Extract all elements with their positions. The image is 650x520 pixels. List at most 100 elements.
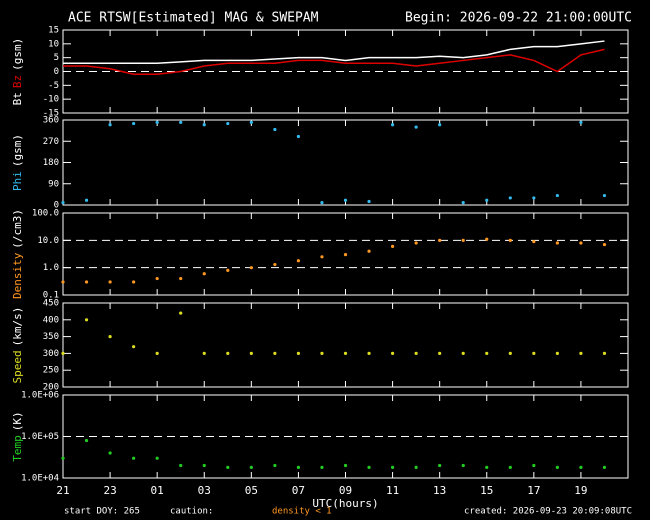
y-tick-label: 200 — [43, 383, 59, 393]
data-point — [343, 351, 348, 355]
data-point — [555, 465, 559, 470]
data-point — [438, 351, 442, 355]
data-point — [390, 244, 395, 248]
x-tick-label: 23 — [103, 484, 116, 497]
y-tick-label: 1.0E+05 — [21, 432, 59, 442]
data-point — [155, 120, 159, 124]
data-point — [579, 465, 583, 470]
data-point — [202, 123, 206, 127]
data-point — [555, 193, 559, 198]
legend-entry: Phi — [11, 171, 24, 191]
data-point — [390, 465, 395, 470]
data-point — [179, 311, 183, 315]
x-tick-label: 05 — [245, 484, 258, 497]
data-point — [555, 351, 559, 355]
data-point — [438, 463, 442, 468]
y-tick-label: 350 — [43, 332, 59, 342]
y-tick-label: 0 — [54, 201, 59, 211]
created-time: created: 2026-09-23 20:09:08UTC — [464, 507, 632, 517]
data-point — [296, 259, 301, 263]
data-point — [296, 351, 301, 355]
data-point — [155, 351, 159, 355]
data-point — [414, 241, 418, 245]
series-line — [63, 40, 605, 64]
legend-entry: Density — [11, 252, 24, 299]
data-point — [485, 351, 489, 355]
data-point — [508, 351, 512, 355]
y-tick-label: 0 — [54, 67, 59, 77]
y-tick-label: 0.1 — [43, 291, 59, 301]
data-point — [132, 345, 136, 349]
y-axis-label: Temp (K) — [11, 411, 24, 461]
y-tick-label: 300 — [43, 349, 59, 359]
y-tick-label: 250 — [43, 366, 59, 376]
y-tick-label: 10 — [48, 39, 59, 49]
x-tick-label: 17 — [527, 484, 540, 497]
data-point — [132, 121, 136, 126]
data-point — [84, 198, 89, 202]
data-point — [249, 465, 253, 470]
caution: caution: — [170, 507, 213, 517]
data-point — [532, 196, 536, 200]
data-point — [84, 280, 89, 284]
data-point — [108, 451, 112, 455]
y-axis-unit: (K) — [11, 411, 24, 431]
data-point — [485, 237, 489, 241]
data-point — [226, 268, 230, 272]
y-tick-label: 360 — [43, 116, 59, 126]
data-point — [555, 241, 559, 245]
data-point — [532, 239, 536, 244]
y-tick-label: 10.0 — [37, 236, 59, 246]
x-tick-label: 11 — [386, 484, 399, 497]
data-point — [84, 318, 89, 322]
data-point — [155, 276, 159, 281]
data-point — [249, 266, 253, 270]
x-tick-label: 03 — [198, 484, 211, 497]
data-point — [485, 465, 489, 470]
data-point — [508, 238, 512, 242]
data-point — [367, 249, 371, 253]
series-line — [63, 48, 605, 76]
x-tick-label: 13 — [433, 484, 446, 497]
data-point — [602, 193, 607, 198]
y-axis-label: Density (/cm3) — [11, 209, 24, 299]
data-point — [179, 276, 183, 281]
data-point — [602, 465, 607, 470]
data-point — [461, 201, 465, 205]
data-point — [202, 463, 206, 468]
data-point — [155, 456, 159, 460]
y-tick-label: 5 — [54, 53, 59, 63]
data-point — [461, 351, 465, 355]
y-tick-label: 1.0E+06 — [21, 391, 59, 401]
data-point — [226, 121, 230, 126]
legend-entry: Bz — [11, 75, 24, 88]
data-point — [343, 253, 348, 257]
legend-entry: Speed — [11, 350, 24, 383]
y-axis-label: Phi (gsm) — [11, 134, 24, 191]
data-point — [108, 280, 112, 284]
data-point — [438, 238, 442, 242]
y-tick-label: 180 — [43, 158, 59, 168]
y-tick-label: 100.0 — [32, 209, 59, 219]
begin-time: Begin: 2026-09-22 21:00:00UTC — [405, 11, 632, 26]
y-axis-unit: (km/s) — [11, 307, 24, 347]
data-point — [414, 125, 418, 129]
y-tick-label: 1.0 — [43, 263, 59, 273]
data-point — [61, 201, 65, 205]
data-point — [367, 351, 371, 355]
legend-entry: Temp — [11, 435, 24, 462]
data-point — [461, 463, 465, 468]
data-point — [61, 351, 65, 355]
y-tick-label: -15 — [43, 109, 59, 119]
data-point — [84, 438, 89, 443]
data-point — [390, 123, 395, 127]
y-tick-label: 450 — [43, 299, 59, 309]
start-doy: start DOY: 265 — [64, 507, 140, 517]
y-tick-label: -10 — [43, 95, 59, 105]
legend-entry: Bt — [11, 92, 24, 105]
data-point — [249, 120, 253, 124]
data-point — [461, 238, 465, 242]
data-point — [414, 465, 418, 470]
y-tick-label: 1.0E+04 — [21, 474, 59, 484]
